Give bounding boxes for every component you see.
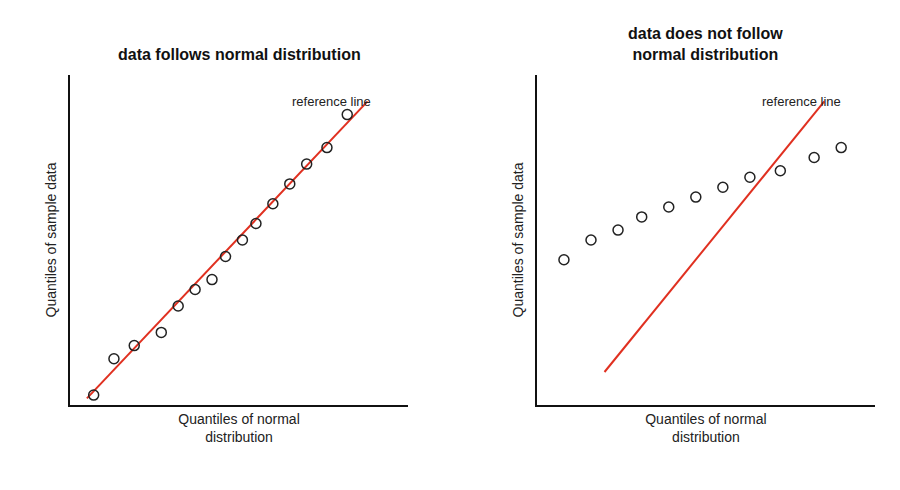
svg-text:data does not follownormal dis: data does not follownormal distribution — [628, 25, 783, 63]
svg-text:Quantiles of sample data: Quantiles of sample data — [510, 162, 526, 317]
svg-text:reference line: reference line — [762, 94, 841, 109]
svg-text:Quantiles of normaldistributio: Quantiles of normaldistribution — [645, 411, 766, 445]
svg-text:data follows normal distributi: data follows normal distribution — [118, 46, 361, 63]
svg-text:reference line: reference line — [292, 94, 371, 109]
svg-text:Quantiles of normaldistributio: Quantiles of normaldistribution — [178, 411, 299, 445]
svg-text:Quantiles of sample data: Quantiles of sample data — [43, 162, 59, 317]
